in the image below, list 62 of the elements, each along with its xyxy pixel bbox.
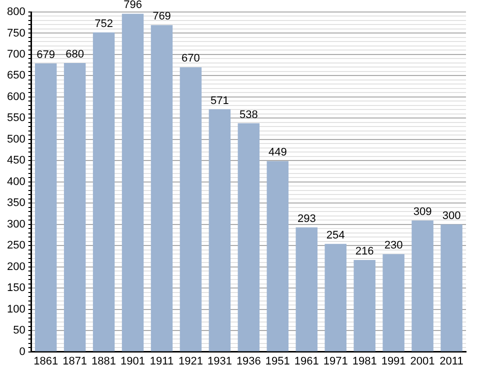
data-label: 309 <box>413 206 432 218</box>
data-label: 796 <box>124 0 142 12</box>
bar <box>92 32 115 352</box>
bar <box>324 244 346 352</box>
x-tick-label: 2011 <box>440 355 464 368</box>
x-tick-label: 1861 <box>34 355 58 368</box>
y-tick-label: 0 <box>19 346 26 358</box>
x-tick-label: 1951 <box>265 355 290 368</box>
data-label: 670 <box>182 52 200 65</box>
y-tick-label: 700 <box>6 48 26 61</box>
data-label: 571 <box>210 94 229 107</box>
y-tick-label: 650 <box>6 70 26 82</box>
bar <box>34 63 57 352</box>
bar <box>296 227 318 352</box>
x-tick-label: 1936 <box>236 355 261 368</box>
y-tick-label: 300 <box>6 218 26 230</box>
x-tick-label: 1881 <box>92 355 116 368</box>
data-label: 216 <box>355 246 374 258</box>
data-label: 752 <box>94 18 113 30</box>
y-tick-label: 200 <box>6 260 26 273</box>
data-label: 293 <box>297 212 316 225</box>
data-label: 538 <box>239 108 258 121</box>
data-label: 300 <box>442 210 461 222</box>
bar <box>208 109 231 352</box>
y-tick-label: 600 <box>6 90 26 103</box>
y-tick-label: 250 <box>6 240 26 252</box>
data-label: 769 <box>152 10 171 23</box>
y-tick-label: 400 <box>6 176 26 188</box>
bar <box>354 260 376 352</box>
data-label: 230 <box>384 240 403 252</box>
y-tick-label: 150 <box>6 282 26 294</box>
bar <box>382 254 404 352</box>
bar <box>266 161 289 352</box>
x-tick-label: 1931 <box>207 355 232 368</box>
x-tick-label: 1921 <box>178 355 203 368</box>
x-tick-label: 1961 <box>294 355 319 368</box>
bar <box>150 25 173 352</box>
x-tick-label: 2001 <box>410 355 435 368</box>
x-tick-label: 1901 <box>120 355 146 368</box>
data-label: 680 <box>66 48 84 60</box>
y-tick-label: 100 <box>6 303 26 316</box>
data-label: 679 <box>36 48 56 61</box>
bar <box>180 67 202 352</box>
bar <box>412 220 434 352</box>
y-tick-label: 500 <box>6 133 26 146</box>
bar <box>440 224 462 352</box>
y-tick-label: 450 <box>6 154 26 167</box>
x-tick-label: 1991 <box>381 355 406 368</box>
y-tick-label: 50 <box>13 324 26 337</box>
x-tick-label: 1911 <box>150 355 174 368</box>
bar <box>64 62 86 352</box>
data-label: 254 <box>326 229 345 242</box>
y-tick-label: 550 <box>6 112 26 124</box>
y-tick-label: 350 <box>6 197 26 210</box>
x-tick-label: 1971 <box>323 355 348 368</box>
x-tick-label: 1981 <box>352 355 377 368</box>
y-tick-label: 800 <box>6 6 26 18</box>
data-label: 449 <box>268 146 287 159</box>
y-tick-label: 750 <box>6 27 26 40</box>
bar <box>238 123 260 352</box>
bar <box>122 14 144 352</box>
x-tick-label: 1871 <box>62 355 88 368</box>
